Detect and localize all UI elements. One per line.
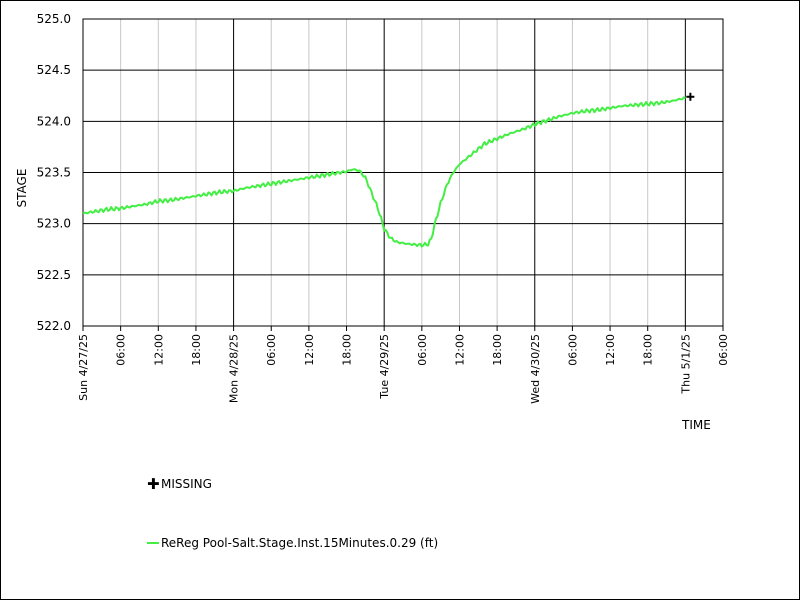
- series-line: [82, 96, 686, 248]
- grid: [82, 18, 724, 331]
- y-axis-label: STAGE: [15, 169, 29, 208]
- series-swatch: [147, 542, 159, 544]
- legend-series: ReReg Pool-Salt.Stage.Inst.15Minutes.0.2…: [147, 536, 438, 550]
- x-tick-label: Mon 4/28/25: [228, 334, 241, 403]
- series-layer: [82, 92, 695, 248]
- x-tick-label: 18:00: [491, 334, 504, 366]
- x-tick-label: 06:00: [416, 334, 429, 366]
- legend-missing-label: MISSING: [161, 477, 212, 491]
- x-tick-label: 06:00: [717, 334, 730, 366]
- legend-missing: ✚ MISSING: [147, 475, 212, 493]
- y-tick-label: 525.0: [37, 12, 71, 26]
- x-tick-label: 06:00: [265, 334, 278, 366]
- x-tick-label: Tue 4/29/25: [378, 334, 391, 400]
- y-tick-label: 524.0: [37, 114, 71, 128]
- y-tick-label: 522.5: [37, 268, 71, 282]
- y-tick-label: 523.5: [37, 166, 71, 180]
- x-tick-label: 06:00: [115, 334, 128, 366]
- x-tick-label: 06:00: [566, 334, 579, 366]
- x-tick-label: 12:00: [453, 334, 466, 366]
- y-tick-label: 522.0: [37, 319, 71, 333]
- x-tick-label: 12:00: [303, 334, 316, 366]
- y-tick-label: 524.5: [37, 63, 71, 77]
- x-tick-label: Thu 5/1/25: [679, 334, 692, 395]
- x-tick-label: 12:00: [152, 334, 165, 366]
- plot-border: [82, 18, 724, 327]
- x-axis-label: TIME: [681, 418, 711, 432]
- x-tick-label: 18:00: [642, 334, 655, 366]
- legend-series-label: ReReg Pool-Salt.Stage.Inst.15Minutes.0.2…: [161, 536, 439, 550]
- y-tick-label: 523.0: [37, 217, 71, 231]
- x-tick-label: 12:00: [604, 334, 617, 366]
- tick-labels: 525.0 524.5 524.0 523.5 523.0 522.5 522.0 Sun 4…: [37, 12, 730, 404]
- x-tick-label: Sun 4/27/25: [77, 334, 90, 401]
- missing-marker-icon: ✚: [147, 475, 160, 493]
- x-tick-label: 18:00: [190, 334, 203, 366]
- x-tick-label: Wed 4/30/25: [529, 334, 542, 404]
- x-tick-label: 18:00: [341, 334, 354, 366]
